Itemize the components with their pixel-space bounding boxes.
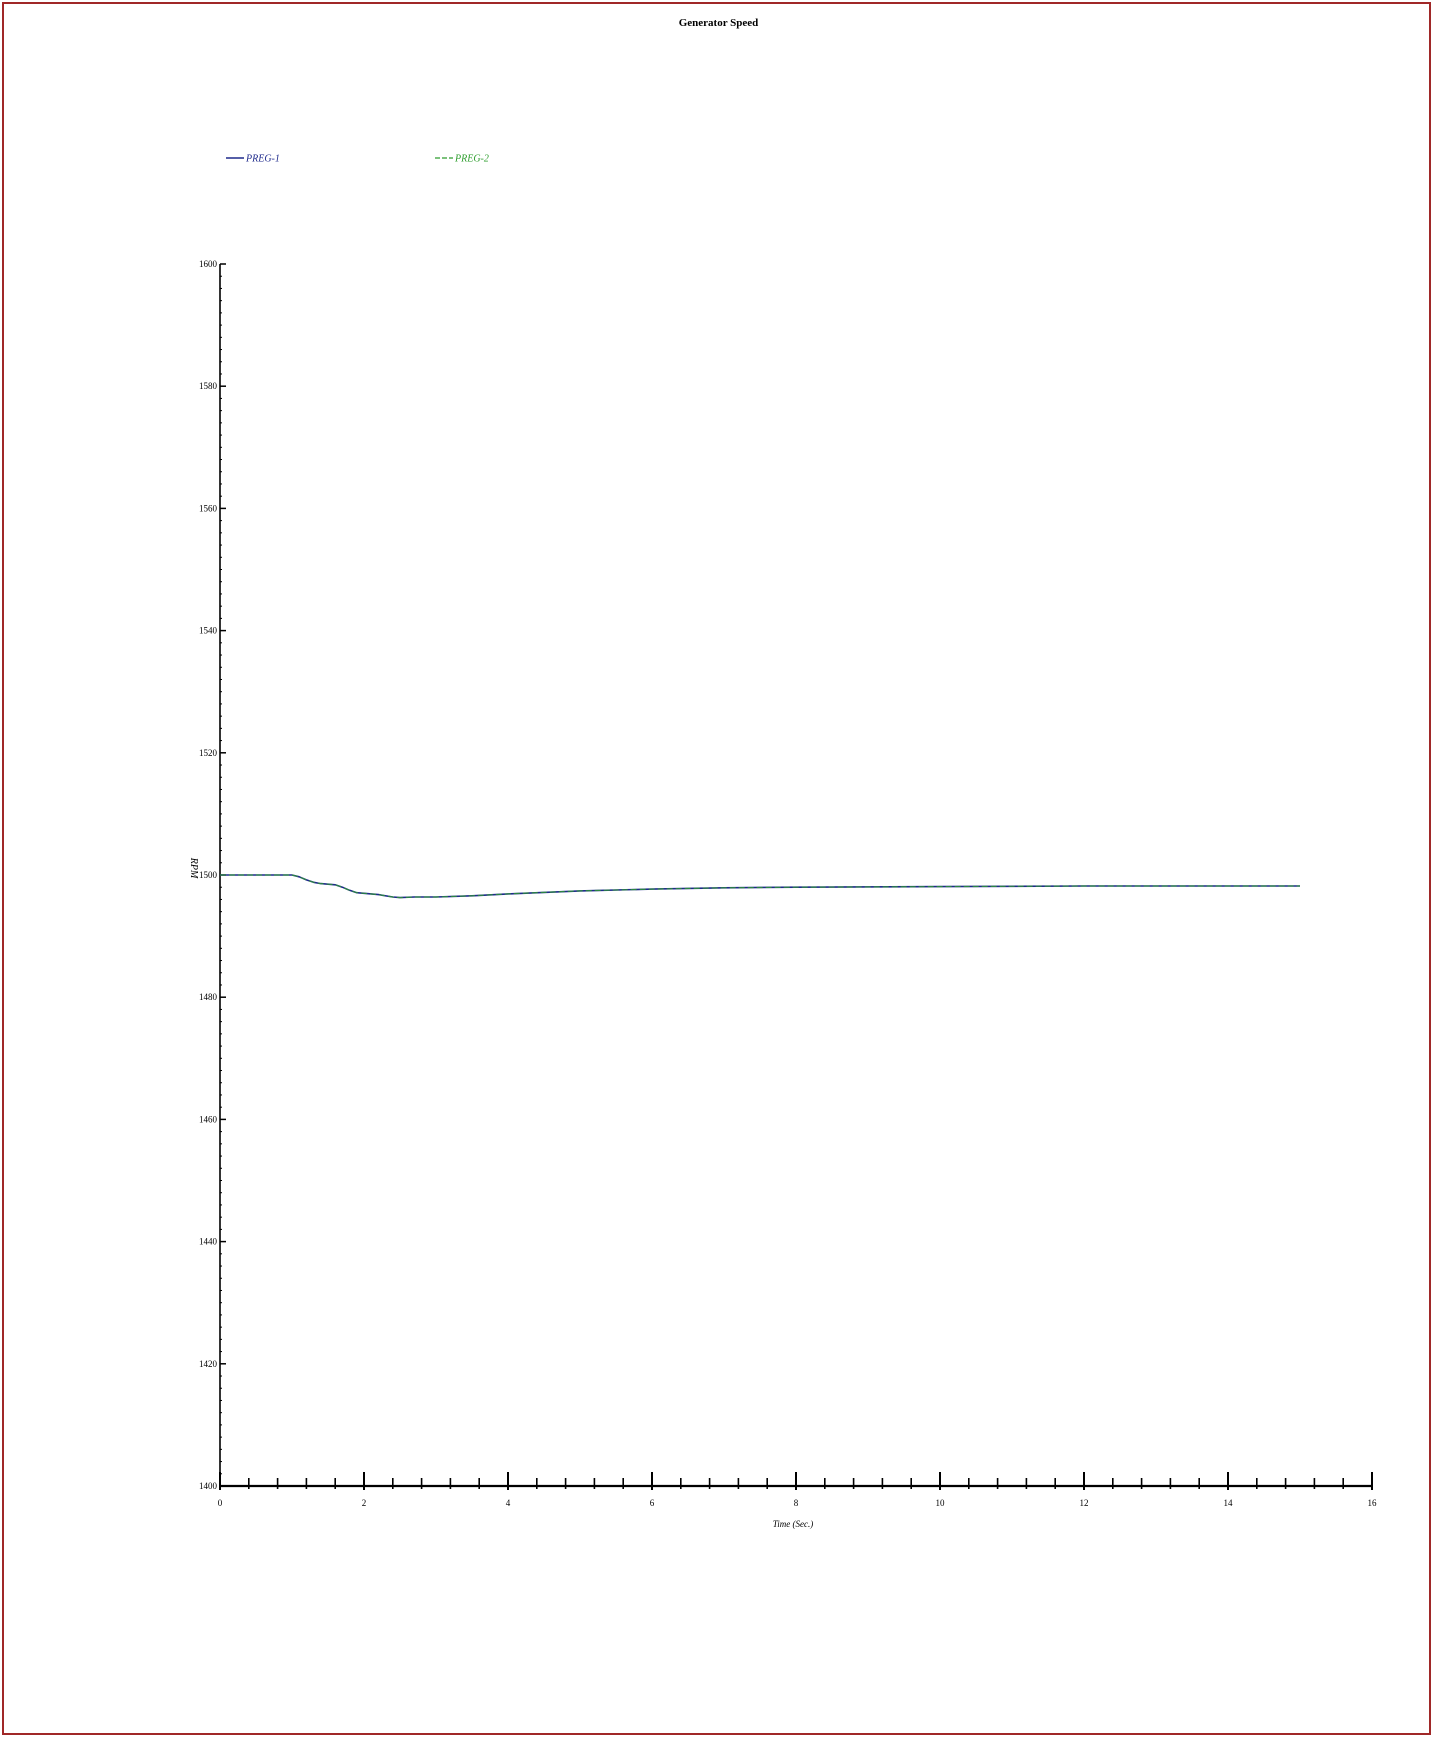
y-tick-label: 1420: [199, 1359, 218, 1369]
y-tick-label: 1500: [199, 870, 218, 880]
x-tick-label: 0: [218, 1498, 223, 1508]
y-tick-label: 1480: [199, 992, 218, 1002]
x-tick-label: 10: [936, 1498, 946, 1508]
x-tick-label: 16: [1368, 1498, 1378, 1508]
x-tick-label: 4: [506, 1498, 511, 1508]
y-tick-label: 1460: [199, 1114, 218, 1124]
series-layer: [220, 874, 1300, 899]
y-tick-label: 1600: [199, 259, 218, 269]
y-tick-label: 1580: [199, 381, 218, 391]
x-axis-label: Time (Sec.): [773, 1519, 814, 1529]
x-tick-label: 6: [650, 1498, 655, 1508]
x-tick-label: 12: [1080, 1498, 1089, 1508]
chart-title: Generator Speed: [678, 17, 759, 29]
x-axis: 0 2 4 6 8 10 12 14 16: [218, 1472, 1377, 1508]
series-line-preg-2: [220, 874, 1300, 899]
y-tick-label: 1440: [199, 1237, 218, 1247]
legend: PREG-1 PREG-2: [226, 154, 489, 165]
y-tick-label: 1520: [199, 748, 218, 758]
y-axis-label: RPM: [188, 857, 199, 879]
y-tick-label: 1540: [199, 626, 218, 636]
legend-label: PREG-1: [245, 154, 280, 165]
x-tick-label: 14: [1224, 1498, 1234, 1508]
x-tick-label: 2: [362, 1498, 367, 1508]
y-tick-label: 1560: [199, 503, 218, 513]
y-tick-label: 1400: [199, 1481, 218, 1491]
x-tick-label: 8: [794, 1498, 799, 1508]
legend-label: PREG-2: [454, 154, 489, 165]
